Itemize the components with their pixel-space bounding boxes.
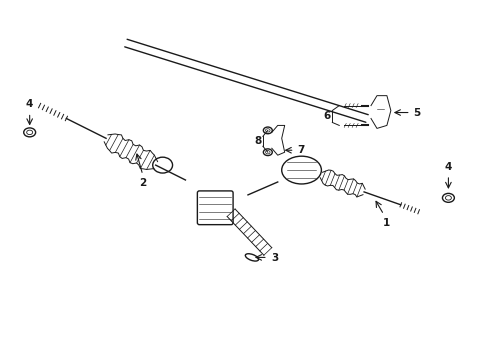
Ellipse shape bbox=[152, 157, 172, 173]
Ellipse shape bbox=[245, 254, 258, 261]
Ellipse shape bbox=[281, 156, 321, 184]
Ellipse shape bbox=[263, 127, 272, 134]
Ellipse shape bbox=[445, 195, 450, 200]
Text: 2: 2 bbox=[139, 178, 146, 188]
Text: 3: 3 bbox=[271, 253, 279, 264]
Text: 6: 6 bbox=[323, 112, 330, 121]
Ellipse shape bbox=[265, 150, 269, 154]
Text: 4: 4 bbox=[444, 162, 451, 172]
Text: 1: 1 bbox=[383, 218, 390, 228]
Text: 8: 8 bbox=[254, 136, 261, 146]
FancyBboxPatch shape bbox=[197, 191, 233, 225]
Ellipse shape bbox=[265, 129, 269, 132]
Text: 7: 7 bbox=[297, 145, 305, 155]
Text: 5: 5 bbox=[413, 108, 420, 117]
Ellipse shape bbox=[27, 130, 33, 135]
Ellipse shape bbox=[263, 149, 272, 156]
Text: 4: 4 bbox=[26, 99, 33, 109]
Ellipse shape bbox=[24, 128, 36, 137]
Ellipse shape bbox=[442, 193, 453, 202]
